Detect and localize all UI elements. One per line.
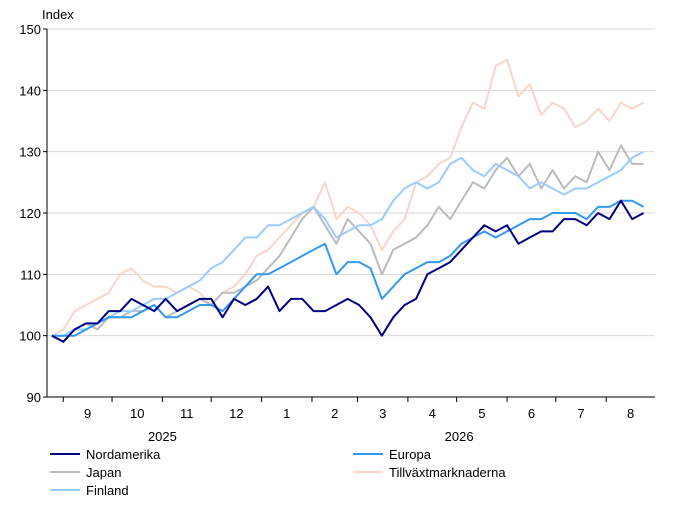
x-tick-label: 2 bbox=[331, 406, 338, 421]
series-line-nordamerika bbox=[51, 199, 645, 343]
series-lines bbox=[51, 58, 645, 343]
legend-item-tillvaxtmarknaderna: Tillväxtmarknaderna bbox=[353, 463, 506, 481]
y-tick-label: 130 bbox=[19, 145, 41, 160]
axes bbox=[43, 28, 655, 402]
legend-swatch bbox=[353, 471, 383, 473]
x-year-label: 2026 bbox=[445, 429, 474, 444]
legend-label: Tillväxtmarknaderna bbox=[389, 464, 506, 480]
x-tick-label: 4 bbox=[429, 406, 436, 421]
series-line-finland bbox=[51, 150, 645, 337]
y-tick-label: 150 bbox=[19, 22, 41, 37]
x-tick-label: 5 bbox=[478, 406, 485, 421]
legend-swatch bbox=[353, 453, 383, 455]
legend-swatch bbox=[50, 471, 80, 473]
y-tick-label: 120 bbox=[19, 206, 41, 221]
legend-swatch bbox=[50, 453, 80, 455]
x-tick-label: 10 bbox=[130, 406, 144, 421]
legend: Nordamerika Europa Japan Tillväxtmarknad… bbox=[50, 443, 670, 503]
y-tick-label: 100 bbox=[19, 329, 41, 344]
y-tick-labels: 90 100 110 120 130 140 150 bbox=[19, 22, 41, 405]
gridlines bbox=[47, 28, 655, 337]
x-tick-label: 12 bbox=[229, 406, 243, 421]
legend-item-nordamerika: Nordamerika bbox=[50, 445, 160, 463]
series-line-europa bbox=[51, 199, 645, 337]
x-tick-label: 3 bbox=[379, 406, 386, 421]
y-tick-label: 140 bbox=[19, 83, 41, 98]
x-tick-label: 1 bbox=[283, 406, 290, 421]
y-axis-label: Index bbox=[42, 7, 74, 22]
y-tick-label: 110 bbox=[20, 267, 41, 282]
legend-item-europa: Europa bbox=[353, 445, 431, 463]
x-tick-label: 8 bbox=[627, 406, 634, 421]
legend-label: Finland bbox=[86, 482, 129, 498]
x-tick-label: 6 bbox=[528, 406, 535, 421]
legend-label: Nordamerika bbox=[86, 446, 161, 462]
legend-item-finland: Finland bbox=[50, 481, 129, 499]
legend-swatch bbox=[50, 489, 80, 491]
x-tick-label: 11 bbox=[180, 406, 194, 421]
series-line-tillväxtmarknaderna bbox=[51, 58, 645, 337]
x-tick-label: 7 bbox=[577, 406, 584, 421]
x-tick-label: 9 bbox=[84, 406, 91, 421]
x-year-label: 2025 bbox=[148, 429, 177, 444]
y-tick-label: 90 bbox=[27, 390, 41, 405]
legend-label: Japan bbox=[86, 464, 122, 480]
legend-item-japan: Japan bbox=[50, 463, 121, 481]
legend-label: Europa bbox=[389, 446, 431, 462]
